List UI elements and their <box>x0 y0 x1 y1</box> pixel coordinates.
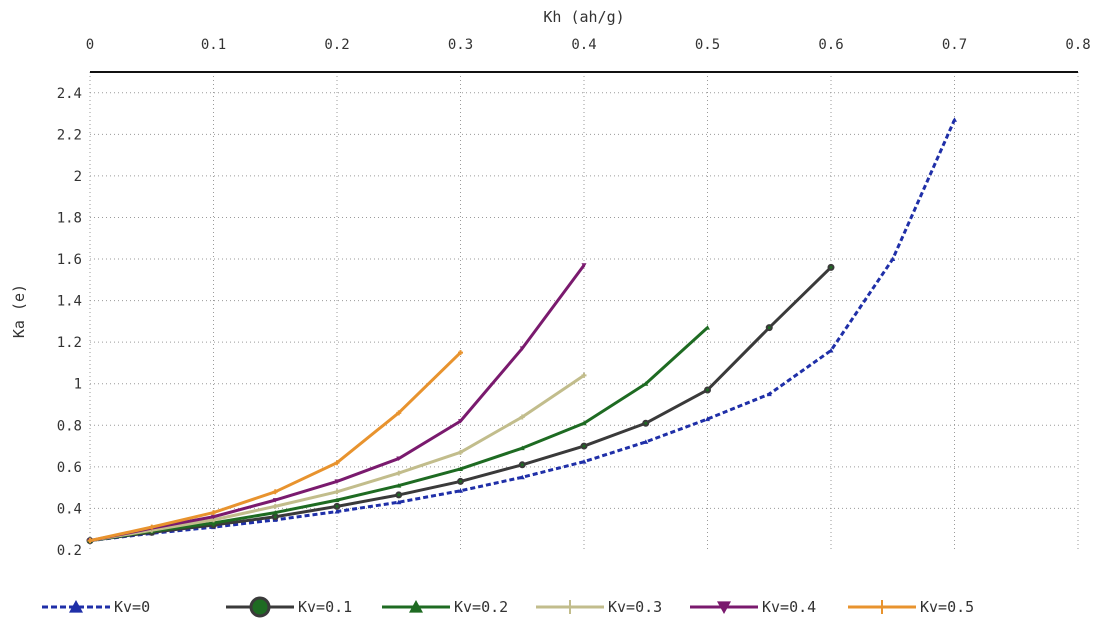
legend-label: Kv=0.4 <box>762 598 816 616</box>
data-point <box>396 470 402 476</box>
data-point <box>704 386 711 394</box>
data-point <box>766 391 772 397</box>
legend-label: Kv=0.3 <box>608 598 662 616</box>
data-point <box>705 325 710 330</box>
x-tick-label: 0.6 <box>818 37 843 53</box>
legend-marker <box>875 600 889 614</box>
y-tick-label: 2 <box>74 169 82 185</box>
legend-marker <box>563 600 577 614</box>
legend-marker <box>717 601 731 614</box>
data-point <box>272 498 278 503</box>
data-point <box>395 491 403 499</box>
legend-marker <box>249 596 271 618</box>
data-point <box>458 350 463 356</box>
data-point <box>519 346 525 351</box>
y-axis-title: Ka (e) <box>10 284 28 338</box>
legend-marker <box>409 600 423 613</box>
x-tick-label: 0 <box>86 37 94 53</box>
data-point <box>828 347 834 353</box>
y-tick-label: 1.4 <box>57 294 82 310</box>
data-point <box>519 445 525 451</box>
data-point <box>396 410 402 416</box>
series-line <box>89 119 956 543</box>
data-point <box>272 489 278 495</box>
data-point <box>458 419 463 424</box>
x-tick-label: 0.4 <box>571 37 596 53</box>
data-point <box>458 488 463 493</box>
data-point <box>458 466 463 471</box>
legend-marker <box>69 600 83 613</box>
y-tick-label: 2.2 <box>57 127 82 143</box>
x-tick-label: 0.5 <box>695 37 720 53</box>
data-point <box>581 459 587 464</box>
x-tick-label: 0.1 <box>201 37 226 53</box>
data-point <box>643 439 649 444</box>
y-tick-label: 1 <box>74 377 82 393</box>
legend-label: Kv=0.5 <box>920 598 974 616</box>
data-point <box>334 460 340 466</box>
data-point <box>952 117 957 122</box>
data-point <box>765 324 773 332</box>
legend: Kv=0 Kv=0.1 Kv=0.2 Kv=0.3 Kv=0.4 Kv=0.5 <box>42 596 974 618</box>
data-point <box>519 474 525 480</box>
data-point <box>581 420 587 426</box>
y-tick-label: 2.4 <box>57 86 82 102</box>
data-point <box>334 497 340 503</box>
x-tick-label: 0.7 <box>942 37 967 53</box>
data-point <box>396 456 402 462</box>
data-point <box>518 461 526 469</box>
x-tick-label: 0.2 <box>324 37 349 53</box>
y-tick-label: 0.4 <box>57 501 82 517</box>
data-point <box>827 263 835 271</box>
legend-label: Kv=0.2 <box>454 598 508 616</box>
data-point <box>458 449 463 455</box>
data-point <box>705 416 710 422</box>
legend-label: Kv=0.1 <box>298 598 352 616</box>
y-axis-ticks: 0.2 0.4 0.6 0.8 1 1.2 1.4 1.6 1.8 2 2.2 2.4 <box>57 86 82 559</box>
legend-label: Kv=0 <box>114 598 150 616</box>
data-point <box>890 256 896 262</box>
data-point <box>333 502 341 510</box>
y-tick-label: 1.2 <box>57 335 82 351</box>
data-point <box>334 489 340 495</box>
data-point <box>271 513 279 521</box>
data-point <box>580 442 588 450</box>
data-point <box>457 477 464 485</box>
data-point <box>581 263 587 268</box>
data-point <box>211 520 216 525</box>
x-tick-label: 0.8 <box>1065 37 1090 53</box>
data-point <box>211 514 216 520</box>
y-tick-label: 1.6 <box>57 252 82 268</box>
x-axis-ticks: 0 0.1 0.2 0.3 0.4 0.5 0.6 0.7 0.8 <box>86 37 1091 53</box>
data-point <box>643 381 649 386</box>
data-point <box>519 414 525 420</box>
plot-series <box>86 117 957 545</box>
y-tick-label: 0.2 <box>57 543 82 559</box>
data-point <box>396 499 402 505</box>
grid-lines <box>89 72 1079 550</box>
data-point <box>396 483 402 488</box>
data-point <box>149 524 155 530</box>
data-point <box>272 503 278 509</box>
data-point <box>642 419 650 427</box>
data-point <box>87 538 93 544</box>
data-point <box>581 372 587 378</box>
data-point <box>334 479 340 484</box>
x-tick-label: 0.3 <box>448 37 473 53</box>
data-point <box>272 510 278 515</box>
y-tick-label: 1.8 <box>57 210 82 226</box>
data-point <box>334 509 340 514</box>
y-tick-label: 0.8 <box>57 418 82 434</box>
x-axis-title: Kh (ah/g) <box>543 8 624 26</box>
data-point <box>211 510 216 516</box>
y-tick-label: 0.6 <box>57 460 82 476</box>
